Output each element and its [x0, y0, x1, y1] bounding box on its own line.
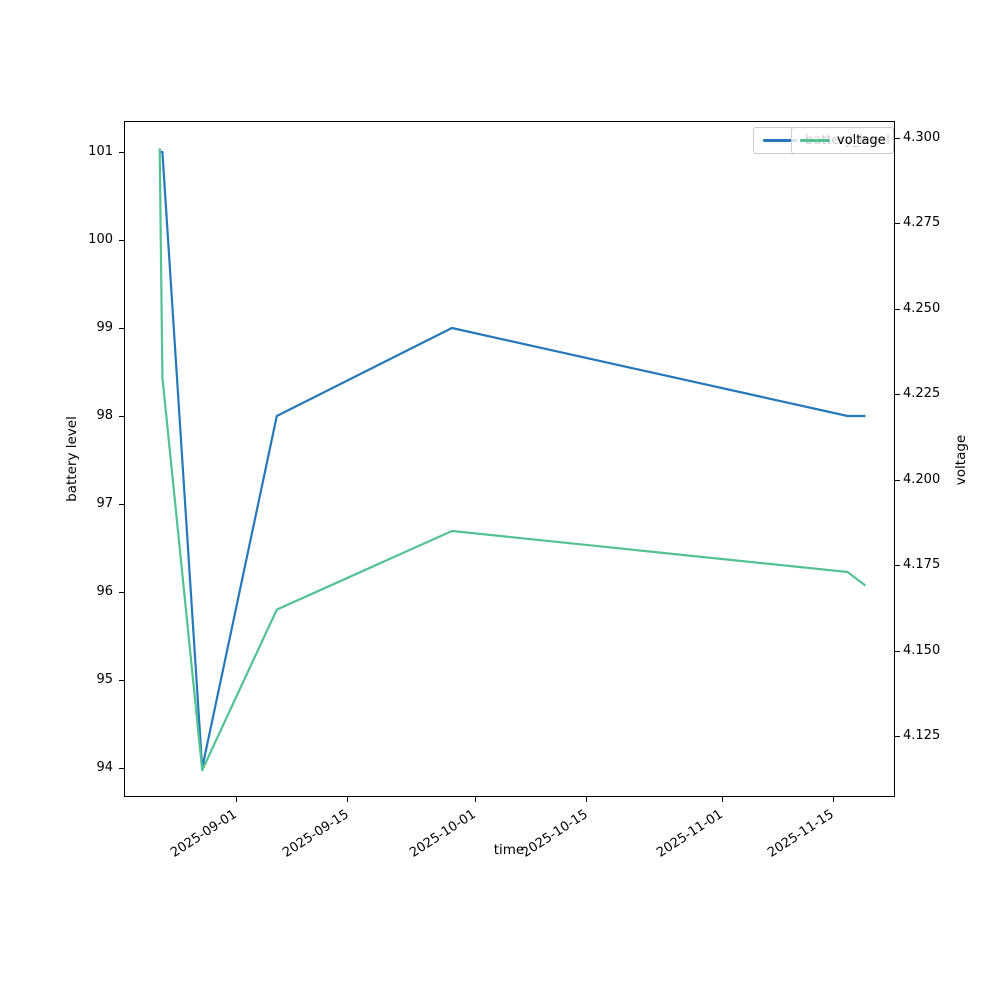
y-tick-mark-right: [895, 138, 900, 139]
legend-label-voltage: voltage: [837, 133, 886, 148]
x-tick-mark: [347, 797, 349, 802]
y-tick-label-right: 4.125: [903, 727, 941, 743]
legend-voltage: voltage: [791, 127, 894, 154]
battery-level-line: [159, 150, 866, 770]
y-tick-mark-left: [119, 240, 124, 241]
y-tick-mark-left: [119, 504, 124, 505]
x-tick-mark: [236, 797, 237, 802]
y-tick-label-left: 101: [88, 144, 113, 159]
y-tick-label-left: 97: [96, 496, 113, 511]
y-tick-label-right: 4.300: [903, 130, 941, 145]
y-tick-label-right: 4.250: [903, 300, 941, 316]
legend-line-sample-voltage: [800, 139, 830, 142]
y-tick-label-left: 96: [96, 584, 113, 599]
y-tick-mark-left: [119, 680, 124, 681]
legend-line-sample-battery: [763, 139, 797, 142]
y-tick-mark-right: [895, 308, 900, 310]
y-tick-mark-right: [895, 650, 900, 652]
y-tick-label-right: 4.275: [903, 215, 941, 231]
y-tick-label-left: 98: [96, 408, 113, 423]
x-axis-label: time: [493, 842, 525, 858]
y-tick-label-left: 99: [96, 320, 113, 335]
plot-area: [124, 121, 895, 797]
y-tick-mark-left: [119, 416, 124, 417]
y-tick-label-right: 4.150: [903, 642, 941, 658]
voltage-line: [158, 148, 867, 772]
y-tick-mark-right: [895, 223, 900, 225]
y-tick-mark-left: [119, 768, 124, 769]
y-tick-label-right: 4.225: [903, 386, 941, 402]
y-tick-label-right: 4.175: [903, 557, 941, 573]
y-tick-mark-right: [895, 735, 900, 737]
y-tick-mark-right: [895, 394, 900, 396]
y-tick-mark-left: [119, 328, 124, 329]
y-tick-mark-right: [895, 479, 900, 481]
x-tick-mark: [586, 797, 588, 802]
y-tick-label-left: 100: [88, 232, 113, 247]
y-tick-mark-right: [895, 565, 900, 567]
y-tick-mark-left: [119, 152, 124, 153]
x-tick-mark: [721, 797, 723, 802]
x-tick-mark: [474, 797, 476, 802]
y-tick-label-left: 95: [96, 672, 113, 687]
x-tick-mark: [833, 797, 834, 802]
y-tick-label-left: 94: [96, 760, 113, 775]
y-tick-mark-left: [119, 592, 124, 593]
y-tick-label-right: 4.200: [903, 471, 941, 487]
